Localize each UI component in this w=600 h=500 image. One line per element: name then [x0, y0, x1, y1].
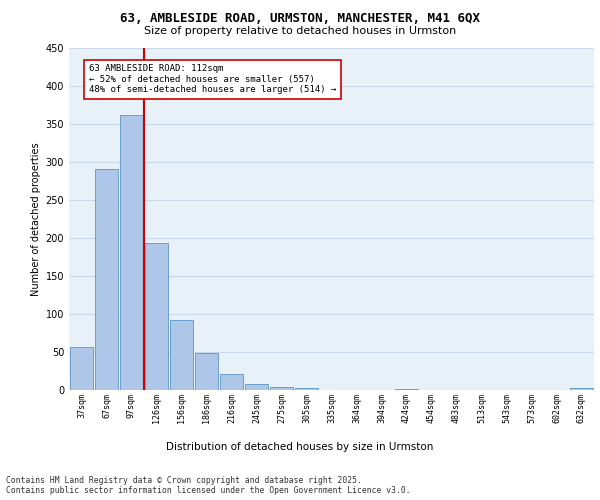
Bar: [170, 320, 193, 390]
Bar: [395, 389, 418, 390]
Bar: [70, 346, 93, 390]
Y-axis label: Number of detached properties: Number of detached properties: [31, 142, 41, 296]
Bar: [120, 115, 143, 390]
Bar: [220, 374, 243, 390]
Bar: [245, 384, 268, 390]
Bar: [270, 387, 293, 390]
Text: 63 AMBLESIDE ROAD: 112sqm
← 52% of detached houses are smaller (557)
48% of semi: 63 AMBLESIDE ROAD: 112sqm ← 52% of detac…: [89, 64, 336, 94]
Bar: [95, 168, 118, 390]
Bar: [195, 352, 218, 390]
Bar: [295, 388, 318, 390]
Text: Distribution of detached houses by size in Urmston: Distribution of detached houses by size …: [166, 442, 434, 452]
Text: Size of property relative to detached houses in Urmston: Size of property relative to detached ho…: [144, 26, 456, 36]
Text: 63, AMBLESIDE ROAD, URMSTON, MANCHESTER, M41 6QX: 63, AMBLESIDE ROAD, URMSTON, MANCHESTER,…: [120, 12, 480, 26]
Text: Contains HM Land Registry data © Crown copyright and database right 2025.
Contai: Contains HM Land Registry data © Crown c…: [6, 476, 410, 495]
Bar: [570, 388, 593, 390]
Bar: [145, 243, 168, 390]
